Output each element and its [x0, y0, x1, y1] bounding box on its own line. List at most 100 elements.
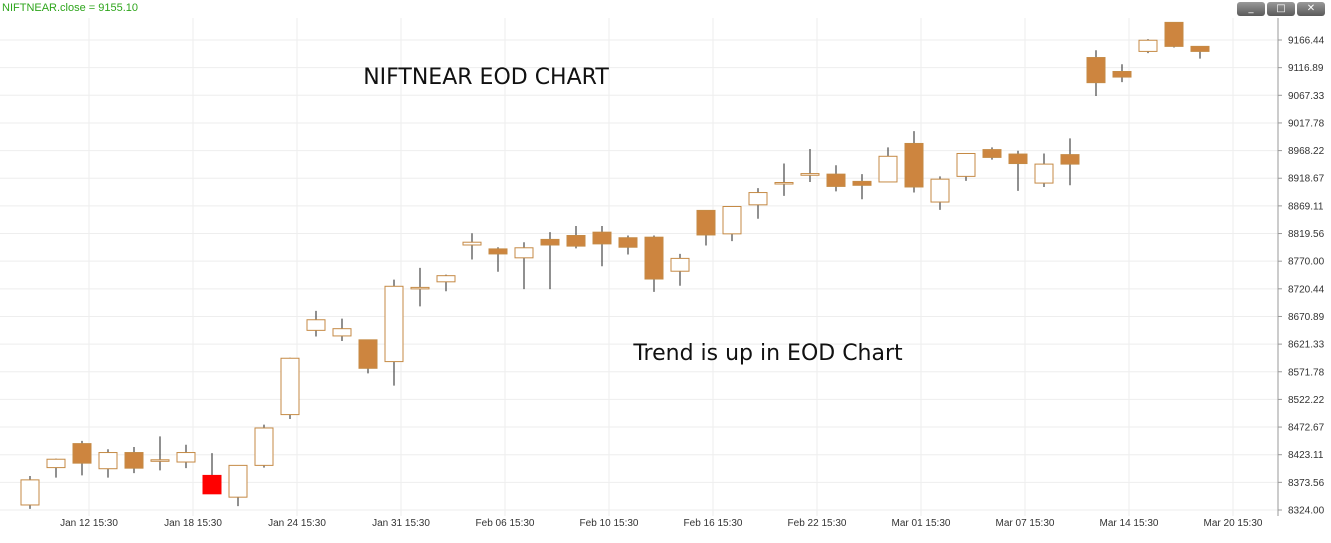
- candle: [1112, 64, 1132, 83]
- x-tick-label: Mar 14 15:30: [1100, 518, 1159, 529]
- x-tick-label: Feb 06 15:30: [476, 518, 535, 529]
- candle-body: [436, 275, 456, 283]
- y-tick-label: 8720.44: [1288, 284, 1325, 295]
- candle-body: [1190, 45, 1210, 52]
- chart-series-readout: NIFTNEAR.close = 9155.10: [2, 2, 139, 14]
- candle-body: [514, 247, 534, 259]
- candle: [1034, 153, 1054, 187]
- candle-body: [176, 452, 196, 463]
- grid: [0, 18, 1278, 516]
- candle-body: [358, 339, 378, 369]
- candle: [644, 235, 664, 292]
- x-tick-label: Mar 20 15:30: [1204, 518, 1263, 529]
- candle-body: [1034, 163, 1054, 184]
- candle: [488, 247, 508, 272]
- x-tick-label: Jan 12 15:30: [60, 518, 118, 529]
- candle: [306, 310, 326, 337]
- candle: [566, 226, 586, 249]
- candle-body: [1164, 21, 1184, 47]
- x-tick-label: Feb 22 15:30: [788, 518, 847, 529]
- candle-body: [488, 248, 508, 255]
- x-axis: Jan 12 15:30 Jan 18 15:30 Jan 24 15:30 Jan …: [60, 518, 1263, 529]
- x-tick-label: Feb 10 15:30: [580, 518, 639, 529]
- candle-body: [826, 173, 846, 187]
- candle-body: [98, 452, 118, 470]
- candle-body: [202, 474, 222, 495]
- candle-body: [124, 452, 144, 469]
- candle-body: [1060, 154, 1080, 165]
- y-tick-label: 8324.00: [1288, 506, 1325, 517]
- candle: [280, 357, 300, 420]
- candle: [202, 453, 222, 495]
- candle-body: [748, 192, 768, 206]
- y-axis: 9166.44 9116.89 9067.33 9017.78 8968.22 8918.…: [1277, 18, 1325, 517]
- candle-body: [20, 479, 40, 506]
- candle-body: [1138, 39, 1158, 52]
- x-tick-label: Jan 18 15:30: [164, 518, 222, 529]
- candle-body: [72, 443, 92, 464]
- candle-body: [1112, 70, 1132, 78]
- candle-body: [280, 357, 300, 416]
- candle-body: [150, 459, 170, 462]
- y-tick-label: 8373.56: [1288, 478, 1325, 489]
- y-tick-label: 9116.89: [1288, 63, 1324, 74]
- candle: [696, 209, 716, 246]
- candle-body: [540, 238, 560, 246]
- candle-body: [904, 142, 924, 188]
- candle-body: [982, 149, 1002, 158]
- close-button[interactable]: ✕: [1297, 2, 1325, 16]
- candle: [150, 436, 170, 471]
- y-tick-label: 9017.78: [1288, 118, 1325, 129]
- y-tick-label: 8522.22: [1288, 395, 1325, 406]
- candle: [982, 147, 1002, 160]
- candle-body: [878, 155, 898, 183]
- y-tick-label: 8819.56: [1288, 229, 1325, 240]
- candle-body: [930, 178, 950, 203]
- candle: [72, 440, 92, 476]
- y-tick-label: 9067.33: [1288, 91, 1325, 102]
- candle: [20, 475, 40, 509]
- candle: [930, 176, 950, 210]
- candle-body: [722, 206, 742, 235]
- y-tick-label: 8571.78: [1288, 367, 1325, 378]
- candle: [540, 232, 560, 290]
- candle: [98, 449, 118, 478]
- candle: [670, 253, 690, 286]
- minimize-button[interactable]: _: [1237, 2, 1265, 16]
- maximize-button[interactable]: □: [1267, 2, 1295, 16]
- y-tick-label: 8621.33: [1288, 340, 1325, 351]
- candle: [1060, 138, 1080, 186]
- candle-body: [852, 180, 872, 186]
- candle: [774, 163, 794, 196]
- x-tick-label: Jan 24 15:30: [268, 518, 326, 529]
- y-tick-label: 8670.89: [1288, 312, 1325, 323]
- candle-body: [592, 231, 612, 245]
- candle-body: [956, 152, 976, 177]
- candle: [254, 424, 274, 468]
- candle-body: [462, 241, 482, 246]
- candle: [722, 206, 742, 242]
- candle: [514, 242, 534, 290]
- candle-body: [384, 285, 404, 363]
- y-tick-label: 8423.11: [1288, 450, 1324, 461]
- candle: [904, 131, 924, 193]
- candle: [592, 226, 612, 267]
- candle: [748, 188, 768, 219]
- x-tick-label: Jan 31 15:30: [372, 518, 430, 529]
- candle: [956, 152, 976, 181]
- x-tick-label: Mar 01 15:30: [892, 518, 951, 529]
- y-tick-label: 8770.00: [1288, 257, 1325, 268]
- candle-body: [306, 319, 326, 331]
- candle: [1190, 45, 1210, 59]
- candle-body: [670, 257, 690, 272]
- candle: [384, 279, 404, 386]
- candle-body: [566, 235, 586, 247]
- trend-annotation: Trend is up in EOD Chart: [632, 341, 903, 366]
- candle-body: [228, 464, 248, 498]
- chart-title: NIFTNEAR EOD CHART: [363, 65, 609, 90]
- candle: [462, 233, 482, 260]
- y-tick-label: 9166.44: [1288, 36, 1325, 47]
- candle: [46, 458, 66, 478]
- candle: [826, 165, 846, 192]
